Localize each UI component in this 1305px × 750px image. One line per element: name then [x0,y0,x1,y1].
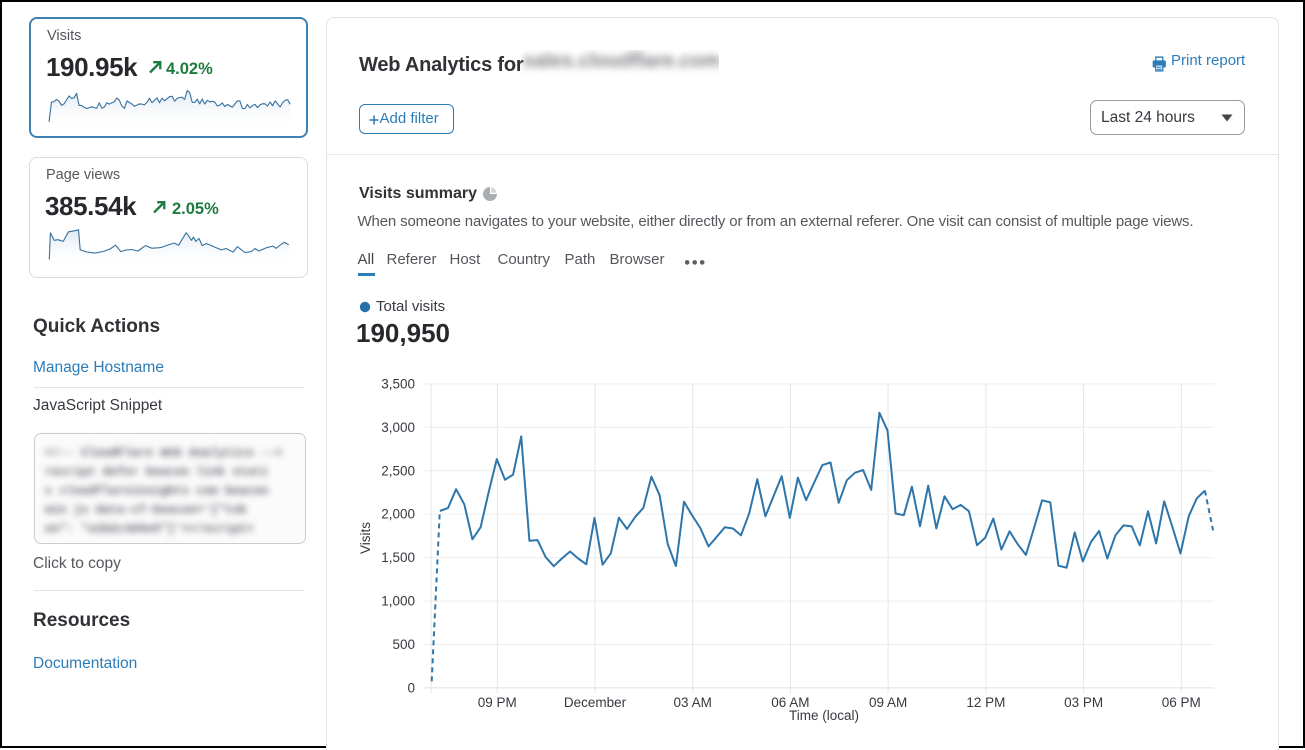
svg-text:0: 0 [407,680,415,695]
svg-text:06 AM: 06 AM [771,695,809,710]
svg-text:03 PM: 03 PM [1064,695,1103,710]
svg-text:03 AM: 03 AM [674,695,712,710]
svg-text:December: December [564,695,627,710]
svg-text:500: 500 [392,637,415,652]
svg-text:09 PM: 09 PM [478,695,517,710]
svg-text:3,000: 3,000 [381,420,415,435]
svg-text:09 AM: 09 AM [869,695,907,710]
svg-text:12 PM: 12 PM [966,695,1005,710]
svg-text:1,000: 1,000 [381,594,415,609]
svg-text:3,500: 3,500 [381,376,415,391]
svg-text:Time (local): Time (local) [789,708,859,723]
svg-text:2,500: 2,500 [381,463,415,478]
svg-text:Visits: Visits [358,522,373,554]
svg-text:06 PM: 06 PM [1162,695,1201,710]
svg-text:2,000: 2,000 [381,507,415,522]
svg-text:1,500: 1,500 [381,550,415,565]
